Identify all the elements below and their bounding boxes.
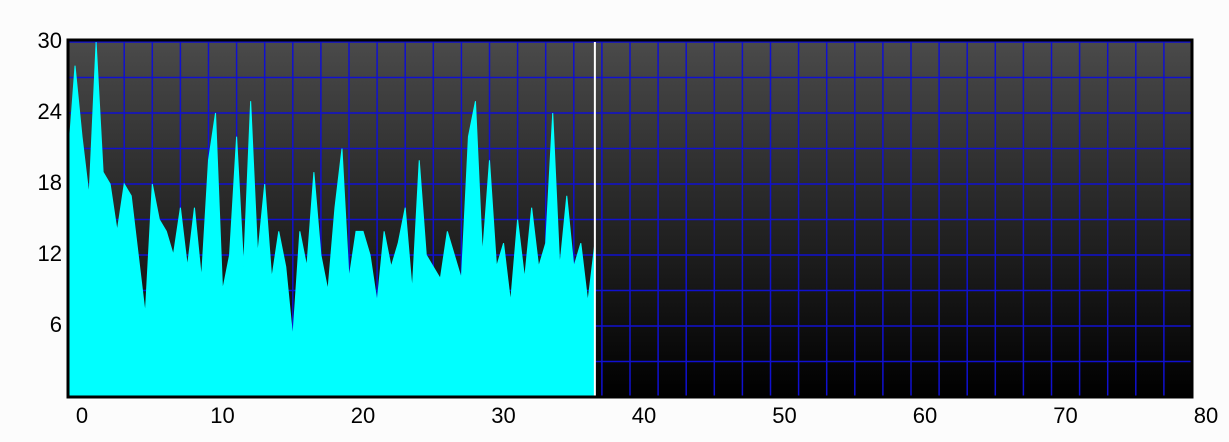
y-tick-label: 18 xyxy=(38,170,62,195)
x-tick-label: 40 xyxy=(632,403,656,428)
y-tick-label: 24 xyxy=(38,99,62,124)
x-tick-label: 70 xyxy=(1053,403,1077,428)
x-tick-label: 0 xyxy=(76,403,88,428)
plot-border xyxy=(66,38,1194,399)
x-tick-label: 80 xyxy=(1194,403,1218,428)
y-tick-label: 12 xyxy=(38,241,62,266)
x-tick-label: 30 xyxy=(491,403,515,428)
x-tick-label: 20 xyxy=(351,403,375,428)
y-tick-label: 6 xyxy=(50,312,62,337)
area xyxy=(67,41,596,398)
x-tick-label: 60 xyxy=(913,403,937,428)
x-tick-label: 10 xyxy=(210,403,234,428)
x-tick-label: 50 xyxy=(772,403,796,428)
y-tick-label: 30 xyxy=(38,28,62,53)
